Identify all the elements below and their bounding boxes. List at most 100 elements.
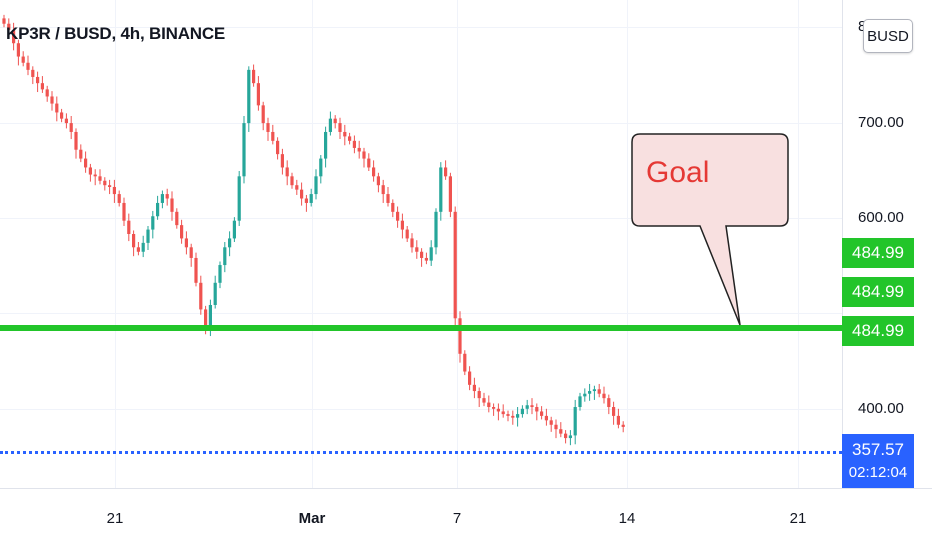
goal-horizontal-line[interactable] — [0, 325, 842, 331]
currency-badge[interactable]: BUSD — [863, 19, 913, 53]
candle-body — [74, 131, 78, 150]
candle-body — [496, 408, 500, 412]
time-tick-21b: 21 — [789, 510, 807, 527]
candle-body — [252, 69, 256, 84]
candle-body — [564, 433, 568, 439]
candle-body — [367, 158, 371, 168]
time-tick-7: 7 — [452, 510, 462, 527]
candle-body — [208, 304, 212, 328]
candle-body — [525, 405, 529, 409]
candle-body — [247, 69, 251, 124]
candle-body — [290, 176, 294, 186]
candle-body — [69, 123, 73, 132]
candle-body — [271, 131, 275, 141]
last-price-line — [0, 451, 842, 454]
candle-body — [2, 18, 6, 24]
candle-body — [184, 238, 188, 248]
grid-line-400 — [0, 409, 842, 410]
candle-body — [16, 43, 20, 57]
time-tick-mar: Mar — [298, 510, 326, 527]
candle-body — [559, 429, 563, 434]
candle-body — [50, 96, 54, 104]
candle-body — [199, 282, 203, 310]
candle-body — [530, 405, 534, 408]
candle-body — [415, 247, 419, 252]
candle-body — [621, 424, 625, 427]
last-price-value: 357.57 — [852, 440, 904, 459]
candle-body — [348, 136, 352, 141]
candle-body — [300, 189, 304, 199]
candle-body — [228, 238, 232, 248]
candle-body — [170, 198, 174, 212]
candle-body — [540, 411, 544, 416]
candle-body — [213, 282, 217, 305]
goal-price-tag-2: 484.99 — [842, 277, 914, 307]
candle-body — [588, 391, 592, 394]
grid-line-500 — [0, 313, 842, 314]
candle-body — [31, 69, 35, 77]
candle-body — [132, 234, 136, 248]
last-price-tag: 357.57 02:12:04 — [842, 434, 914, 488]
candle-body — [60, 112, 64, 119]
candle-body — [256, 83, 260, 106]
candle-body — [319, 158, 323, 177]
grid-line-600 — [0, 218, 842, 219]
candle-body — [276, 140, 280, 155]
candle-body — [429, 247, 433, 261]
candle-body — [520, 408, 524, 415]
price-label-400: 400.00 — [858, 400, 904, 417]
grid-vline-1 — [115, 0, 116, 488]
candle-body — [127, 220, 131, 234]
time-tick-14: 14 — [618, 510, 636, 527]
candle-body — [242, 123, 246, 177]
candle-body — [477, 391, 481, 399]
candle-body — [79, 149, 83, 159]
candle-body — [607, 398, 611, 408]
price-label-700: 700.00 — [858, 114, 904, 131]
callout-text: Goal — [646, 156, 710, 189]
candle-body — [280, 154, 284, 168]
goal-price-tag-3: 484.99 — [842, 316, 914, 346]
candle-body — [511, 415, 515, 418]
candle-body — [501, 411, 505, 415]
candle-body — [223, 247, 227, 266]
candle-body — [597, 389, 601, 394]
candle-body — [487, 402, 491, 408]
candle-body — [391, 202, 395, 212]
candle-body — [103, 180, 107, 186]
candle-body — [554, 424, 558, 430]
price-scale[interactable]: 8 700.00 600.00 400.00 — [842, 0, 932, 488]
callout-shape — [631, 133, 789, 326]
candle-body — [136, 247, 140, 252]
candle-body — [549, 420, 553, 425]
candle-body — [396, 211, 400, 221]
candle-body — [352, 140, 356, 148]
candle-body — [343, 131, 347, 137]
candle-body — [362, 151, 366, 159]
candle-body — [420, 251, 424, 258]
candle-body — [535, 407, 539, 412]
candle-body — [338, 123, 342, 132]
candle-body — [381, 185, 385, 195]
goal-callout[interactable] — [0, 0, 842, 488]
candle-body — [175, 211, 179, 226]
chart-title[interactable]: KP3R / BUSD, 4h, BINANCE — [6, 24, 226, 43]
chart-pane[interactable]: Goal KP3R / BUSD, 4h, BINANCE — [0, 0, 842, 488]
time-scale[interactable]: 21 Mar 7 14 21 — [0, 488, 932, 550]
candle-body — [40, 83, 44, 90]
candle-body — [151, 216, 155, 230]
candle-body — [304, 198, 308, 203]
candle-body — [602, 393, 606, 399]
time-axis-separator — [0, 488, 932, 489]
candle-body — [434, 211, 438, 248]
candle-body — [237, 176, 241, 221]
candle-body — [194, 257, 198, 283]
candle-body — [93, 174, 97, 177]
candle-body — [12, 29, 16, 44]
candle-body — [472, 384, 476, 392]
candle-body — [583, 393, 587, 397]
candle-body — [26, 62, 30, 70]
candle-body — [410, 238, 414, 248]
candle-body — [204, 309, 208, 328]
candle-body — [568, 435, 572, 439]
